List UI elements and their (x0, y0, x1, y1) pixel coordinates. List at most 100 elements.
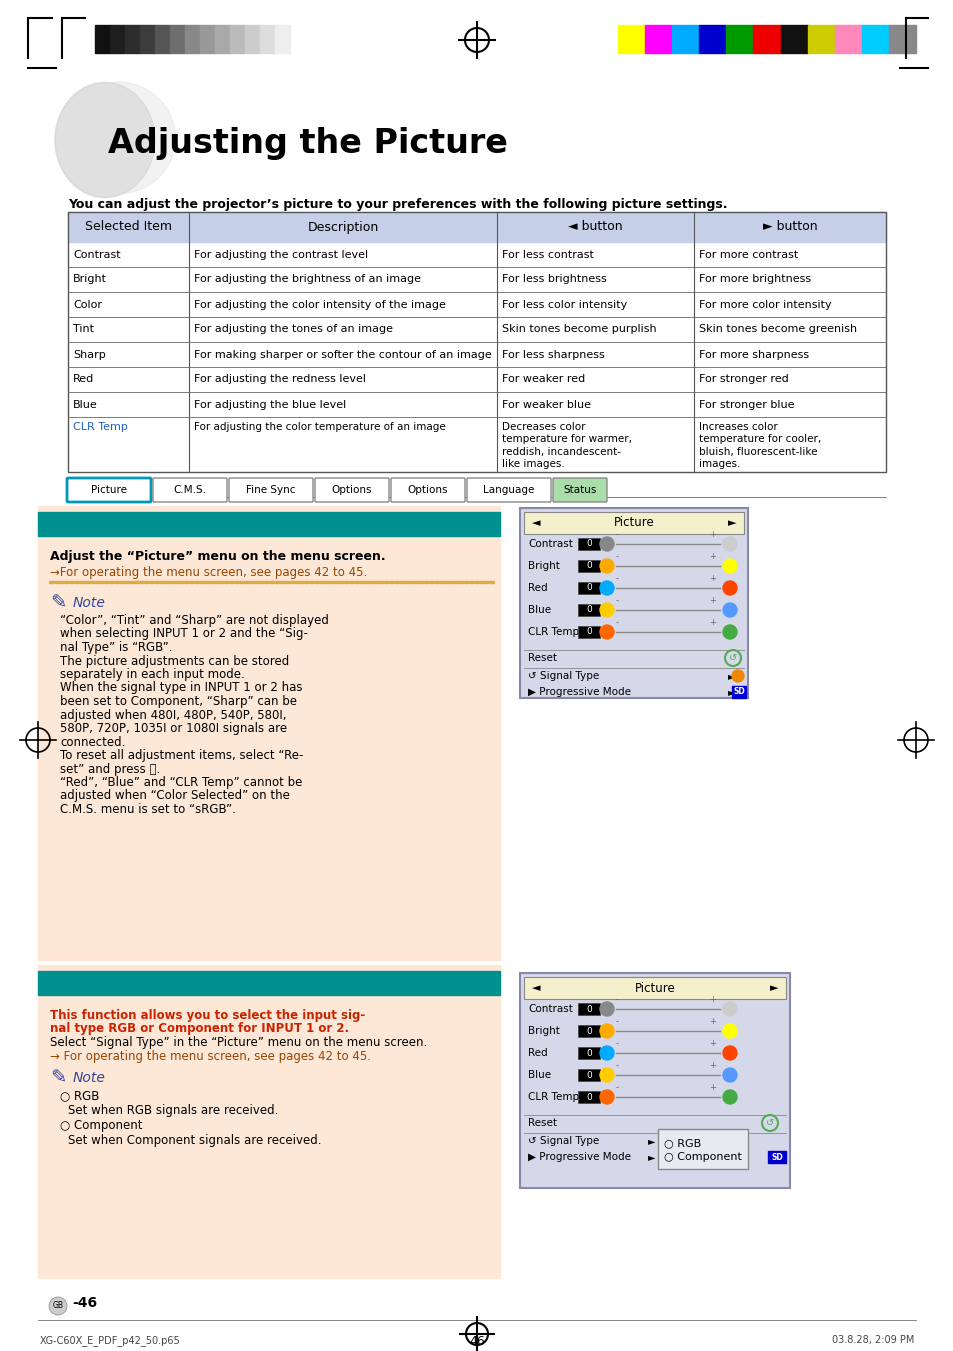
Circle shape (49, 1297, 67, 1315)
Bar (578, 582, 599, 594)
Text: Red: Red (73, 374, 94, 385)
Bar (519, 508, 747, 698)
Text: For adjusting the tones of an image: For adjusting the tones of an image (193, 324, 393, 335)
Text: 0: 0 (585, 1048, 591, 1058)
Bar (523, 512, 743, 534)
Text: +: + (708, 1017, 716, 1025)
Bar (578, 1047, 599, 1059)
Text: Skin tones become greenish: Skin tones become greenish (698, 324, 856, 335)
Text: 0: 0 (585, 627, 591, 636)
Text: nal type RGB or Component for INPUT 1 or 2.: nal type RGB or Component for INPUT 1 or… (50, 1021, 349, 1035)
Text: -: - (616, 1039, 618, 1048)
Bar (200, 26, 214, 53)
Text: For less sharpness: For less sharpness (502, 350, 604, 359)
Bar (578, 1025, 599, 1038)
Text: CLR Temp: CLR Temp (527, 627, 578, 638)
Text: ► button: ► button (761, 220, 817, 234)
Text: Reset: Reset (527, 653, 557, 663)
Bar (578, 538, 599, 550)
Text: ↺: ↺ (765, 1119, 773, 1128)
Text: For stronger red: For stronger red (698, 374, 788, 385)
Text: For less contrast: For less contrast (502, 250, 594, 259)
FancyBboxPatch shape (314, 478, 389, 503)
Bar (38, 507, 499, 961)
Bar (780, 26, 807, 53)
Text: For more sharpness: For more sharpness (698, 350, 808, 359)
Text: C.M.S.: C.M.S. (173, 485, 206, 494)
Text: -: - (616, 596, 618, 605)
Bar (578, 604, 599, 616)
Bar (185, 26, 200, 53)
Bar (578, 626, 599, 638)
Circle shape (722, 1002, 737, 1016)
Text: Set when RGB signals are received.: Set when RGB signals are received. (68, 1104, 278, 1117)
Text: +: + (708, 553, 716, 561)
Circle shape (599, 559, 614, 573)
Text: When the signal type in INPUT 1 or 2 has: When the signal type in INPUT 1 or 2 has (60, 681, 302, 694)
Text: -: - (616, 1061, 618, 1070)
Text: -: - (616, 617, 618, 627)
Text: when selecting INPUT 1 or 2 and the “Sig-: when selecting INPUT 1 or 2 and the “Sig… (60, 627, 308, 640)
Bar (578, 1092, 599, 1102)
Text: -: - (616, 530, 618, 539)
Bar (245, 26, 260, 53)
Text: Color: Color (73, 300, 102, 309)
Bar (753, 26, 780, 53)
Circle shape (599, 603, 614, 617)
Text: Red: Red (527, 1048, 547, 1058)
Text: connected.: connected. (60, 735, 125, 748)
Text: Description: Description (307, 220, 378, 234)
Text: GB: GB (52, 1301, 64, 1310)
Bar (699, 26, 725, 53)
Text: For more brightness: For more brightness (698, 274, 810, 285)
Bar (230, 26, 245, 53)
Bar (888, 26, 915, 53)
Text: Bright: Bright (527, 561, 559, 571)
FancyBboxPatch shape (391, 478, 464, 503)
Circle shape (722, 559, 737, 573)
Circle shape (599, 1069, 614, 1082)
FancyBboxPatch shape (152, 478, 227, 503)
Bar (170, 26, 185, 53)
Text: 0: 0 (585, 584, 591, 593)
Text: For adjusting the redness level: For adjusting the redness level (193, 374, 366, 385)
Text: Tint: Tint (73, 324, 94, 335)
Text: +: + (708, 1039, 716, 1048)
Text: Set when Component signals are received.: Set when Component signals are received. (68, 1133, 321, 1147)
Bar (644, 26, 672, 53)
Text: Note: Note (73, 1071, 106, 1085)
Text: ►: ► (727, 517, 735, 528)
Text: set” and press ⓣ.: set” and press ⓣ. (60, 762, 160, 775)
Text: ►: ► (727, 671, 735, 681)
Circle shape (722, 1069, 737, 1082)
Text: -: - (616, 994, 618, 1004)
FancyBboxPatch shape (467, 478, 551, 503)
Text: Note: Note (73, 596, 106, 611)
Text: The picture adjustments can be stored: The picture adjustments can be stored (60, 654, 289, 667)
Text: Contrast: Contrast (527, 1004, 572, 1015)
Circle shape (599, 626, 614, 639)
Text: ◄: ◄ (532, 517, 540, 528)
Text: -: - (616, 1084, 618, 1092)
Text: 03.8.28, 2:09 PM: 03.8.28, 2:09 PM (831, 1335, 913, 1346)
Text: Bright: Bright (527, 1025, 559, 1036)
Text: ○ Component: ○ Component (60, 1119, 142, 1132)
Ellipse shape (55, 82, 154, 197)
Text: Selecting the Signal Type: Selecting the Signal Type (46, 973, 343, 993)
Text: Skin tones become purplish: Skin tones become purplish (502, 324, 657, 335)
Bar (618, 26, 644, 53)
Circle shape (599, 581, 614, 594)
Text: 46: 46 (469, 1335, 484, 1348)
Text: 0: 0 (585, 539, 591, 549)
Text: ○ RGB: ○ RGB (663, 1138, 700, 1148)
Text: For adjusting the color intensity of the image: For adjusting the color intensity of the… (193, 300, 445, 309)
FancyBboxPatch shape (229, 478, 313, 503)
Text: For stronger blue: For stronger blue (698, 400, 794, 409)
Text: adjusted when 480I, 480P, 540P, 580I,: adjusted when 480I, 480P, 540P, 580I, (60, 708, 286, 721)
Text: 0: 0 (585, 1005, 591, 1013)
Text: C.M.S. menu is set to “sRGB”.: C.M.S. menu is set to “sRGB”. (60, 802, 235, 816)
Text: +: + (708, 994, 716, 1004)
Ellipse shape (60, 82, 175, 195)
Text: For more color intensity: For more color intensity (698, 300, 830, 309)
Text: Select “Signal Type” in the “Picture” menu on the menu screen.: Select “Signal Type” in the “Picture” me… (50, 1036, 427, 1048)
